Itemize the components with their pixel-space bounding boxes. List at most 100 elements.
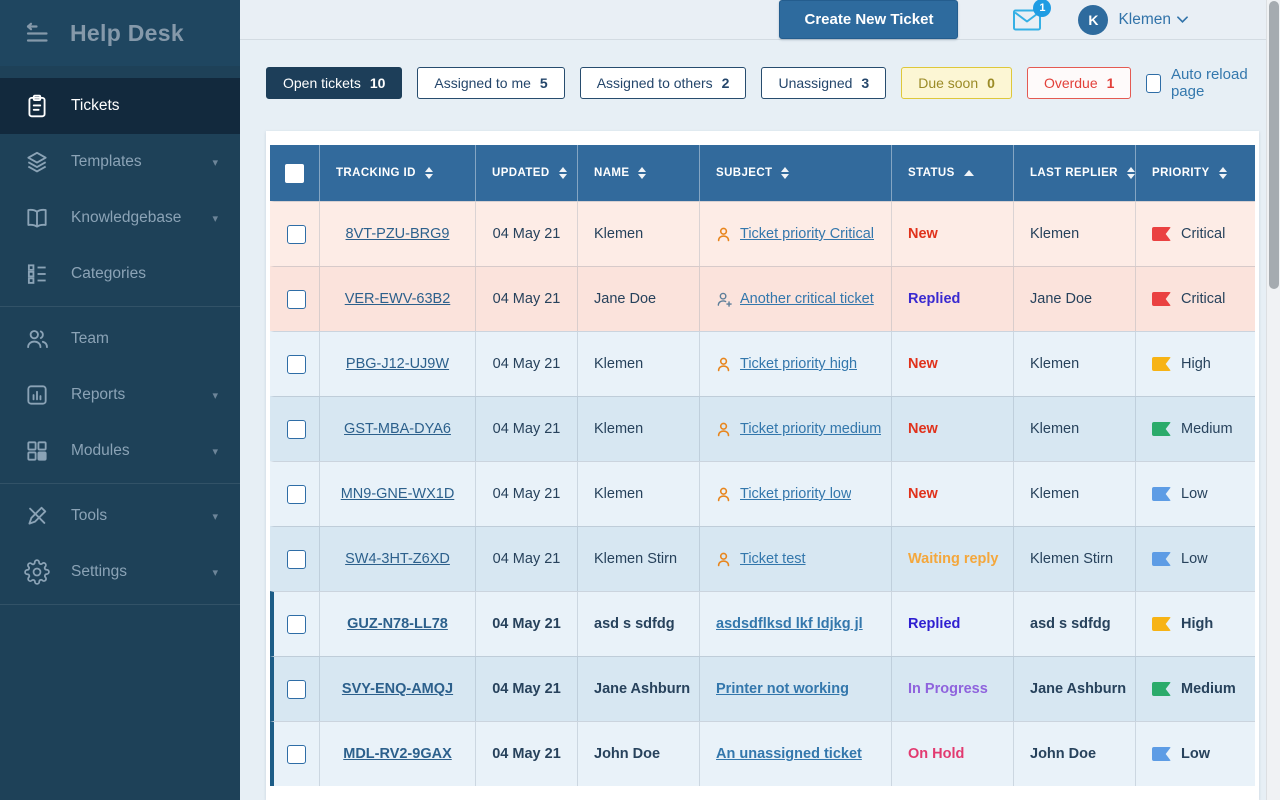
tracking-id-link[interactable]: 8VT-PZU-BRG9 <box>345 226 450 242</box>
filter-tab-label: Overdue <box>1043 75 1098 91</box>
tracking-id-link[interactable]: GST-MBA-DYA6 <box>344 421 451 437</box>
filter-tab-label: Assigned to me <box>434 75 531 91</box>
row-checkbox-cell <box>274 592 319 656</box>
subject-cell: Ticket test <box>699 527 891 591</box>
sidebar-item-label: Tickets <box>71 97 120 114</box>
sidebar-item-tickets[interactable]: Tickets <box>0 78 240 134</box>
filter-tab-assigned-to-others[interactable]: Assigned to others 2 <box>579 67 747 99</box>
filter-tab-open-tickets[interactable]: Open tickets 10 <box>266 67 403 99</box>
subject-link[interactable]: Another critical ticket <box>740 291 874 307</box>
person-orange-icon <box>716 551 733 568</box>
priority-flag-icon <box>1152 552 1171 566</box>
row-checkbox[interactable] <box>287 419 306 439</box>
tools-icon <box>24 503 50 529</box>
menu-collapse-icon[interactable] <box>24 22 50 44</box>
last-replier-cell: Jane Ashburn <box>1013 657 1135 721</box>
filter-tab-label: Assigned to others <box>596 75 713 91</box>
nav-group: Tickets Templates ▾ Knowledgebase ▾ Categorie… <box>0 74 240 306</box>
column-header-priority[interactable]: PRIORITY <box>1135 145 1255 201</box>
updated-cell: 04 May 21 <box>475 527 577 591</box>
subject-link[interactable]: Ticket test <box>740 551 806 567</box>
table-row[interactable]: GUZ-N78-LL78 04 May 21 asd s sdfdg asdsdflk… <box>270 591 1255 656</box>
status-cell: Replied <box>891 267 1013 331</box>
mail-notifications-button[interactable]: 1 <box>1012 0 1052 33</box>
row-checkbox[interactable] <box>287 484 306 504</box>
sort-both-icon <box>1126 167 1135 179</box>
filter-tab-due-soon[interactable]: Due soon 0 <box>901 67 1012 99</box>
sidebar-item-settings[interactable]: Settings ▾ <box>0 544 240 600</box>
create-new-ticket-button[interactable]: Create New Ticket <box>779 0 959 39</box>
column-header-label: SUBJECT <box>716 167 773 179</box>
auto-reload-toggle[interactable]: Auto reload page <box>1146 66 1255 100</box>
status-cell: New <box>891 332 1013 396</box>
row-checkbox[interactable] <box>287 354 306 374</box>
person-orange-icon <box>716 356 733 373</box>
filter-tab-overdue[interactable]: Overdue 1 <box>1026 67 1132 99</box>
row-checkbox[interactable] <box>287 679 306 699</box>
subject-link[interactable]: Ticket priority low <box>740 486 852 502</box>
table-row[interactable]: 8VT-PZU-BRG9 04 May 21 Klemen Ticket priori… <box>270 201 1255 266</box>
user-menu[interactable]: K Klemen <box>1078 4 1188 35</box>
name-cell: Klemen <box>577 397 699 461</box>
tracking-id-cell: GST-MBA-DYA6 <box>319 397 475 461</box>
table-row[interactable]: VER-EWV-63B2 04 May 21 Jane Doe Another cri… <box>270 266 1255 331</box>
filter-tab-count: 3 <box>861 75 870 91</box>
subject-link[interactable]: asdsdflksd lkf ldjkg jl <box>716 616 863 632</box>
sidebar-item-tools[interactable]: Tools ▾ <box>0 488 240 544</box>
tracking-id-link[interactable]: GUZ-N78-LL78 <box>347 616 448 632</box>
column-header-name[interactable]: NAME <box>577 145 699 201</box>
tracking-id-link[interactable]: PBG-J12-UJ9W <box>345 356 450 372</box>
table-row[interactable]: PBG-J12-UJ9W 04 May 21 Klemen Ticket priori… <box>270 331 1255 396</box>
column-header-updated[interactable]: UPDATED <box>475 145 577 201</box>
sidebar-item-label: Reports <box>71 386 126 403</box>
tracking-id-cell: MDL-RV2-9GAX <box>319 722 475 786</box>
table-row[interactable]: SW4-3HT-Z6XD 04 May 21 Klemen Stirn Ticket … <box>270 526 1255 591</box>
filter-tab-label: Open tickets <box>283 75 361 91</box>
status-label: New <box>908 486 938 502</box>
table-row[interactable]: MN9-GNE-WX1D 04 May 21 Klemen Ticket priori… <box>270 461 1255 526</box>
row-checkbox-cell <box>274 462 319 526</box>
priority-cell: Critical <box>1135 267 1255 331</box>
filter-tab-unassigned[interactable]: Unassigned 3 <box>761 67 887 99</box>
column-header-status[interactable]: STATUS <box>891 145 1013 201</box>
column-header-last-replier[interactable]: LAST REPLIER <box>1013 145 1135 201</box>
sidebar-item-modules[interactable]: Modules ▾ <box>0 423 240 479</box>
row-checkbox[interactable] <box>287 614 306 634</box>
tracking-id-link[interactable]: MDL-RV2-9GAX <box>343 746 452 762</box>
filter-tab-assigned-to-me[interactable]: Assigned to me 5 <box>417 67 565 99</box>
subject-link[interactable]: An unassigned ticket <box>716 746 862 762</box>
row-checkbox[interactable] <box>287 549 306 569</box>
chevron-down-icon: ▾ <box>212 389 218 402</box>
row-checkbox[interactable] <box>287 224 306 244</box>
table-row[interactable]: MDL-RV2-9GAX 04 May 21 John Doe An unassign… <box>270 721 1255 786</box>
table-row[interactable]: SVY-ENQ-AMQJ 04 May 21 Jane Ashburn Printer… <box>270 656 1255 721</box>
tracking-id-link[interactable]: MN9-GNE-WX1D <box>340 486 455 502</box>
subject-link[interactable]: Ticket priority high <box>740 356 858 372</box>
sidebar-item-templates[interactable]: Templates ▾ <box>0 134 240 190</box>
page-scrollbar[interactable] <box>1266 0 1280 800</box>
subject-link[interactable]: Printer not working <box>716 681 849 697</box>
column-header-tracking-id[interactable]: TRACKING ID <box>319 145 475 201</box>
auto-reload-checkbox[interactable] <box>1146 73 1161 93</box>
subject-link[interactable]: Ticket priority Critical <box>740 226 875 242</box>
row-checkbox[interactable] <box>287 289 306 309</box>
sidebar-item-team[interactable]: Team <box>0 311 240 367</box>
subject-link[interactable]: Ticket priority medium <box>740 421 882 437</box>
sidebar-item-knowledgebase[interactable]: Knowledgebase ▾ <box>0 190 240 246</box>
table-row[interactable]: GST-MBA-DYA6 04 May 21 Klemen Ticket priori… <box>270 396 1255 461</box>
priority-cell: Medium <box>1135 657 1255 721</box>
tracking-id-link[interactable]: SVY-ENQ-AMQJ <box>341 681 454 697</box>
row-checkbox-cell <box>274 527 319 591</box>
table-header-row: TRACKING ID UPDATED NAME SUBJECT STATUS LAST … <box>270 145 1255 201</box>
scrollbar-thumb[interactable] <box>1269 1 1279 289</box>
sidebar-item-reports[interactable]: Reports ▾ <box>0 367 240 423</box>
sidebar-item-categories[interactable]: Categories <box>0 246 240 302</box>
row-checkbox[interactable] <box>287 744 306 764</box>
priority-label: Low <box>1181 746 1210 762</box>
requester-name: Klemen <box>594 421 644 437</box>
tracking-id-link[interactable]: SW4-3HT-Z6XD <box>345 551 450 567</box>
column-header-subject[interactable]: SUBJECT <box>699 145 891 201</box>
select-all-checkbox[interactable] <box>285 163 304 183</box>
tracking-id-link[interactable]: VER-EWV-63B2 <box>344 291 451 307</box>
